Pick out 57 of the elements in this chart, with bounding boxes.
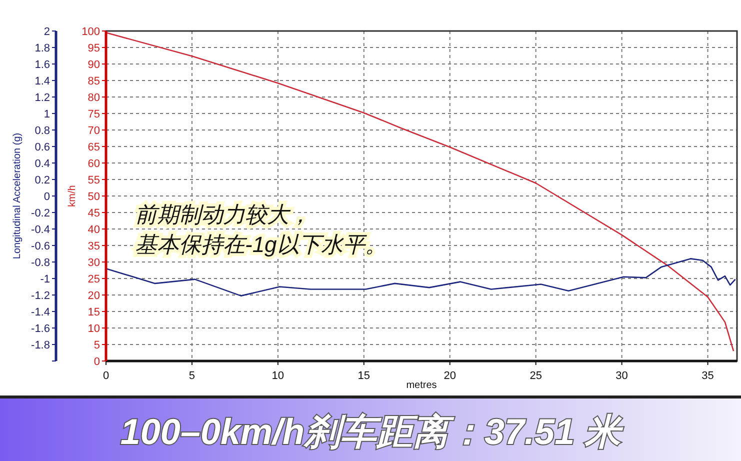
y2-tick-label: 40: [88, 224, 100, 236]
y2-tick-label: 80: [88, 92, 100, 104]
y2-tick-label: 50: [88, 191, 100, 203]
x-tick-label: 5: [188, 370, 196, 382]
y-tick-label: 0.2: [34, 174, 50, 186]
y-tick-label: 1.6: [34, 59, 50, 71]
x-tick-label: 35: [702, 370, 714, 382]
y-tick-label: -0.6: [31, 240, 50, 252]
y2-tick-label: 5: [94, 340, 100, 352]
y2-tick-label: 60: [88, 158, 100, 170]
annotation: 基本保持在-1g以下水平。: [135, 232, 387, 257]
x-tick-label: 30: [616, 370, 628, 382]
x-tick-label: 25: [530, 370, 542, 382]
y-tick-label: 1: [44, 108, 50, 120]
x-tick-label: 20: [444, 370, 456, 382]
y-axis-title: Longitudinal Acceleration (g): [12, 132, 23, 260]
y2-tick-label: 65: [88, 142, 100, 154]
y-tick-label: -1.2: [31, 290, 50, 302]
y-tick-label: -1.4: [31, 306, 50, 318]
x-tick-label: 15: [358, 370, 370, 382]
y2-tick-label: 55: [88, 174, 100, 186]
y2-tick-label: 10: [88, 323, 100, 335]
y2-axis-title: km/h: [67, 185, 78, 207]
y-tick-label: 0.6: [34, 142, 50, 154]
y-tick-label: 0.4: [34, 158, 50, 170]
x-axis-title: metres: [406, 380, 437, 391]
y2-tick-label: 70: [88, 125, 100, 137]
text: 100–0km/h刹车距离：37.51 米: [120, 411, 624, 452]
y-tick-label: 0: [44, 191, 50, 203]
y-tick-label: -0.8: [31, 257, 50, 269]
y-tick-label: -0.4: [31, 224, 50, 236]
y2-tick-label: 35: [88, 240, 100, 252]
y-tick-label: -1.6: [31, 323, 50, 335]
y-tick-label: 1.2: [34, 92, 50, 104]
y2-tick-label: 45: [88, 208, 100, 220]
y2-tick-label: 30: [88, 257, 100, 269]
y2-tick-label: 95: [88, 42, 100, 54]
y2-tick-label: 90: [88, 59, 100, 71]
y2-tick-label: 85: [88, 76, 100, 88]
line-series: [105, 258, 736, 296]
y-tick-label: 2: [44, 26, 50, 38]
y-tick-label: -0.2: [31, 208, 50, 220]
y-tick-label: 1.4: [34, 76, 50, 88]
y2-tick-label: 0: [94, 356, 100, 368]
y-tick-label: 1.8: [34, 42, 50, 54]
y2-tick-label: 25: [88, 274, 100, 286]
y-tick-label: -1.8: [31, 340, 50, 352]
y-tick-label: -1: [40, 274, 50, 286]
y2-tick-label: 15: [88, 306, 100, 318]
annotation: 前期制动力较大，: [135, 202, 311, 227]
y2-tick-label: 75: [88, 108, 100, 120]
y2-tick-label: 20: [88, 290, 100, 302]
x-tick-label: 10: [272, 370, 284, 382]
x-tick-label: 0: [102, 370, 110, 382]
y2-tick-label: 100: [82, 26, 100, 38]
line-series: [105, 32, 734, 352]
y-tick-label: 0.8: [34, 125, 50, 137]
